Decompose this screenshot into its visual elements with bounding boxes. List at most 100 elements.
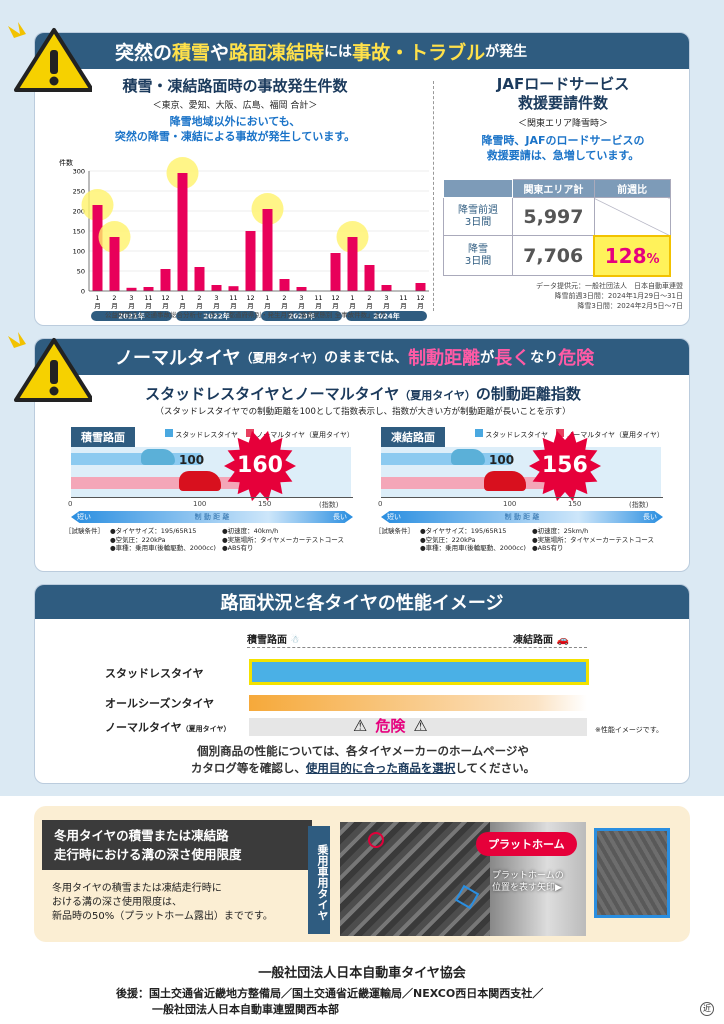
image-note: ※性能イメージです。 [595, 726, 664, 734]
surface-label: 凍結路面 [381, 427, 445, 447]
table-row: 降雪 3日間 7,706 128% [442, 234, 671, 277]
chart-heading: 積雪・凍結路面時の事故発生件数 [122, 77, 348, 95]
braking-sub: （スタッドレスタイヤでの制動距離を100として指数表示し、指数が大きい方が制動距… [155, 407, 571, 417]
x-tick-label: 2 [282, 294, 286, 302]
warning-icon: ⚠ [353, 716, 368, 735]
x-tick-unit: 月 [315, 302, 322, 310]
year-label: 2022年 [203, 312, 229, 321]
bar [381, 285, 392, 291]
platform-badge: プラットホーム [476, 832, 577, 856]
chart-sub: ＜東京、愛知、大阪、広島、福岡 合計＞ [152, 101, 318, 111]
jaf-note: 降雪時、JAFのロードサービスの 救援要請は、急増しています。 [481, 134, 645, 162]
x-tick-unit: 月 [264, 302, 271, 310]
accident-section-title: 突然の 積雪や路面凍結時 には 事故・トラブル が発生 [35, 33, 689, 69]
year-label: 2021年 [118, 312, 144, 321]
test-conditions: ［試験条件］ ●タイヤサイズ：195/65R15 ●空気圧：220kPa ●車種：乗… [375, 527, 654, 552]
slip-car-icon: 🚗 [556, 635, 569, 646]
x-tick-unit: 月 [366, 302, 373, 310]
normal-distance-bar [71, 477, 279, 489]
test-conditions: ［試験条件］ ●タイヤサイズ：195/65R15 ●空気圧：220kPa ●車種：乗… [65, 527, 344, 552]
performance-section: 路面状況と各タイヤの性能イメージ 積雪路面 ☃ 凍結路面 🚗 スタッドレスタイヤ… [34, 584, 690, 784]
y-tick-label: 50 [77, 268, 85, 276]
support-text: 後援：国土交通省近畿地方整備局／国土交通省近畿運輸局／NEXCO西日本関西支社／… [116, 987, 544, 1016]
accident-section: 突然の 積雪や路面凍結時 には 事故・トラブル が発生 積雪・凍結路面時の事故発生件数 … [34, 32, 690, 326]
tread-closeup [594, 828, 670, 918]
braking-section-title: ノーマルタイヤ （夏用タイヤ） のままでは、 制動距離が長く なり 危険 [35, 339, 689, 375]
chart-source: 公益財団法人交通事故総合分析センター「都道府県別・発生月別・路面状態別 全事故件… [105, 311, 387, 319]
allseason-bar [249, 695, 587, 711]
normal-index: 156 [541, 453, 588, 478]
x-tick-unit: 月 [281, 302, 288, 310]
x-tick-label: 1 [265, 294, 269, 302]
row-label-allseason: オールシーズンタイヤ [105, 697, 215, 710]
bar [415, 283, 426, 291]
x-tick-label: 3 [299, 294, 303, 302]
table-row: 降雪前週 3日間 5,997 [442, 197, 671, 236]
divider [433, 81, 434, 311]
x-tick-label: 12 [161, 294, 169, 302]
bar [228, 286, 239, 291]
arrow-note: プラットホームの 位置を表す矢印▶ [492, 871, 564, 893]
x-tick-unit: 月 [94, 302, 101, 310]
index-burst-icon [224, 430, 296, 502]
divider [247, 647, 587, 648]
studless-bar [249, 659, 589, 685]
table-col-ratio: 前週比 [593, 179, 671, 198]
bar [347, 237, 358, 291]
x-tick-label: 3 [129, 294, 133, 302]
x-tick-unit: 月 [298, 302, 305, 310]
tread-box-title: 冬用タイヤの積雪または凍結路 走行時における溝の深さ使用限度 [42, 820, 312, 870]
surface-label: 積雪路面 [71, 427, 135, 447]
snow-label: 積雪路面 ☃ [247, 635, 300, 646]
bar [262, 209, 273, 291]
x-tick-unit: 月 [213, 302, 220, 310]
x-tick-unit: 月 [196, 302, 203, 310]
x-tick-label: 3 [214, 294, 218, 302]
distance-arrow: 短い制 動 距 離長い [71, 511, 353, 523]
x-tick-unit: 月 [417, 302, 424, 310]
vertical-label: 乗用車用タイヤ [308, 826, 330, 934]
year-band [346, 311, 427, 321]
ice-label: 凍結路面 🚗 [513, 635, 569, 646]
bar [109, 237, 120, 291]
bar [160, 269, 171, 291]
x-tick-label: 11 [314, 294, 322, 302]
x-tick-label: 2 [112, 294, 116, 302]
y-tick-label: 300 [73, 168, 85, 176]
bar [92, 205, 103, 291]
performance-footer: 個別商品の性能については、各タイヤメーカーのホームページや カタログ等を確認し、… [190, 744, 536, 775]
legend: スタッドレスタイヤ ノーマルタイヤ（夏用タイヤ） [475, 429, 664, 440]
jaf-sub: ＜関東エリア降雪時＞ [517, 119, 608, 129]
x-tick-unit: 月 [162, 302, 169, 310]
studless-index: 100 [179, 453, 205, 467]
org-name: 一般社団法人日本自動車タイヤ協会 [258, 966, 466, 981]
x-tick-unit: 月 [332, 302, 339, 310]
braking-panel: 凍結路面 スタッドレスタイヤ ノーマルタイヤ（夏用タイヤ） 100 156 0 … [371, 427, 671, 571]
braking-panel: 積雪路面 スタッドレスタイヤ ノーマルタイヤ（夏用タイヤ） 100 160 0 … [61, 427, 361, 571]
ratio-value: 128 [604, 243, 647, 268]
normal-distance-bar [381, 477, 584, 489]
year-label: 2023年 [288, 312, 314, 321]
x-tick-label: 2 [197, 294, 201, 302]
studless-index: 100 [489, 453, 515, 467]
x-tick-unit: 月 [230, 302, 237, 310]
x-tick-label: 12 [246, 294, 254, 302]
year-band [176, 311, 257, 321]
braking-section: ノーマルタイヤ （夏用タイヤ） のままでは、 制動距離が長く なり 危険 スタッドレスタイ… [34, 338, 690, 572]
data-source: データ提供元：一般社団法人 日本自動車連盟 降雪前週3日間：2024年1月29日～… [536, 282, 683, 310]
bar [177, 173, 188, 291]
x-tick-unit: 月 [111, 302, 118, 310]
tread-body: 冬用タイヤの積雪または凍結走行時に おける溝の深さ使用限度は、 新品時の50%（プラ… [52, 883, 273, 922]
normal-index: 160 [237, 453, 283, 478]
x-tick-unit: 月 [128, 302, 135, 310]
warning-icon [8, 22, 92, 92]
region-mark: 近 [700, 1002, 714, 1016]
bar [194, 267, 205, 291]
tread-section: 冬用タイヤの積雪または凍結路 走行時における溝の深さ使用限度 冬用タイヤの積雪また… [34, 806, 690, 942]
warning-icon: ⚠ [413, 716, 428, 735]
x-tick-unit: 月 [145, 302, 152, 310]
accident-bar-chart: 件数0501001502002503001月2月3月11月12月1月2月3月11… [59, 157, 429, 321]
year-band [261, 311, 342, 321]
car-icon-blue [141, 449, 175, 465]
x-tick-label: 2 [367, 294, 371, 302]
